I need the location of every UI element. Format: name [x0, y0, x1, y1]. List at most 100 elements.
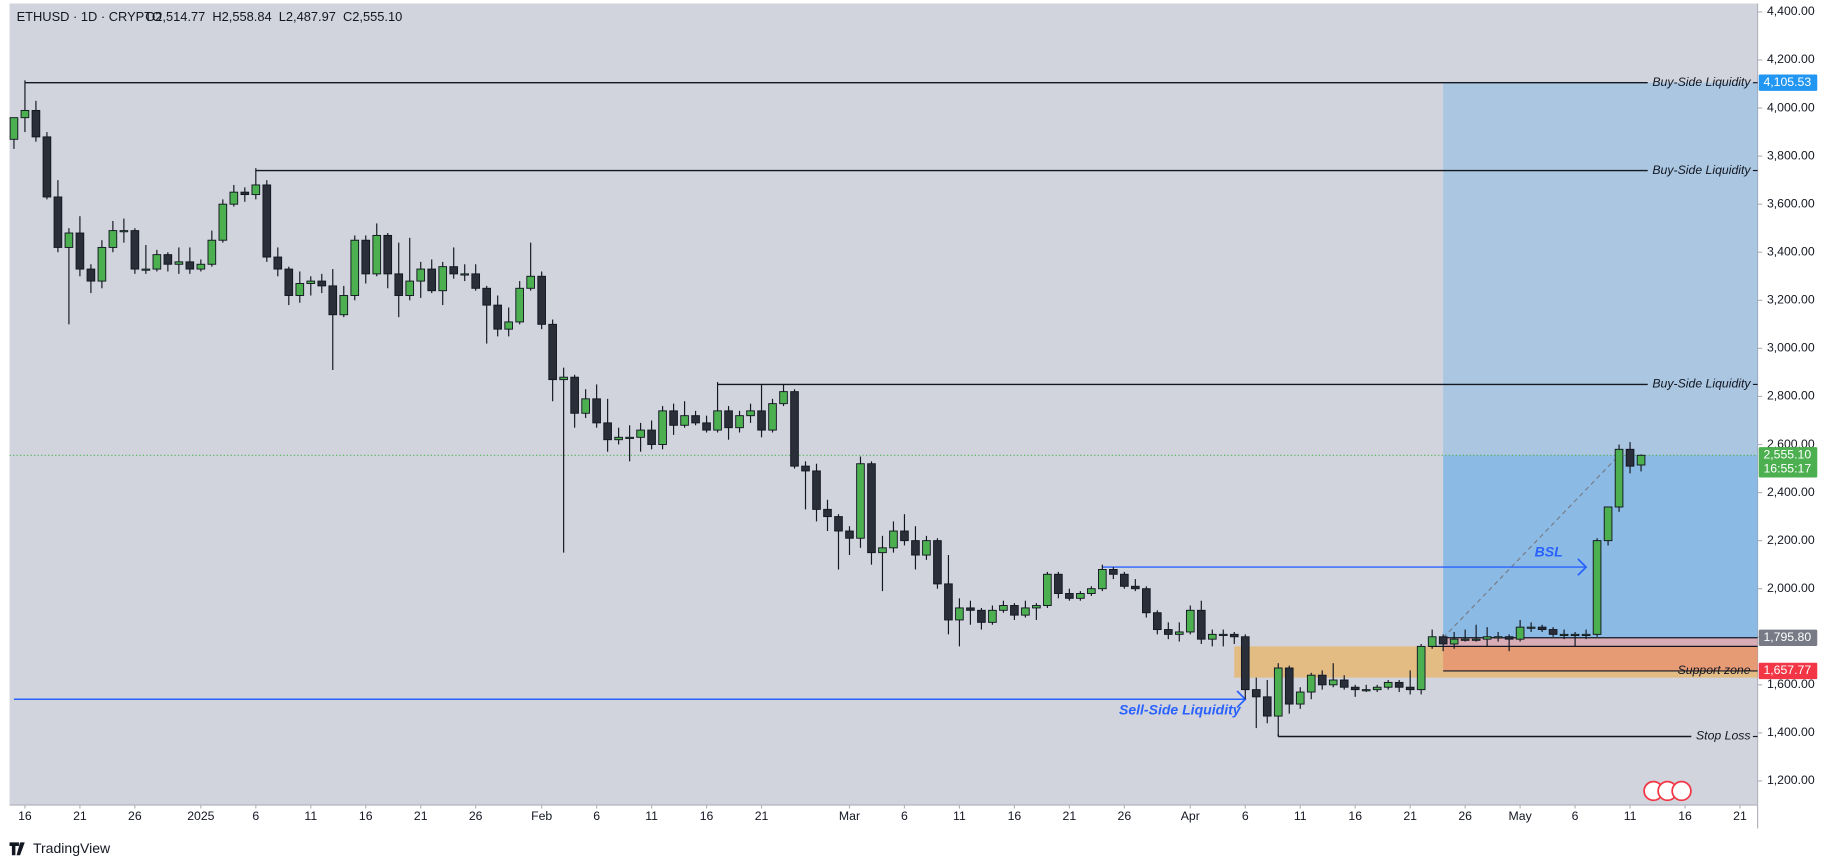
header-ohlc: H2,558.84: [212, 9, 271, 24]
chart-layer: Support zone Buy-Side Liquidity Buy-Side L…: [9, 75, 1758, 743]
last-price-badge: [1758, 447, 1818, 478]
candle-body: [416, 268, 426, 282]
x-tick-label: 26: [1458, 809, 1472, 823]
candle-body: [757, 410, 766, 431]
y-tick-label: 1,400.00: [1767, 725, 1815, 739]
level-label: Buy-Side Liquidity: [1652, 75, 1751, 89]
candle-body: [262, 184, 272, 258]
candle-body: [713, 410, 722, 431]
level-arrow: [1577, 558, 1588, 576]
candle-body: [1043, 573, 1052, 606]
x-tick-label: 21: [73, 809, 87, 823]
flags: [1643, 780, 1692, 802]
candle-body: [1131, 585, 1140, 590]
candle-body: [955, 607, 964, 621]
x-tick-label: 6: [1242, 809, 1249, 823]
candle-body: [229, 191, 239, 205]
x-tick-label: 16: [18, 809, 32, 823]
candle-body: [1449, 638, 1459, 645]
support-zone: [1234, 646, 1758, 678]
candle-body: [20, 109, 30, 119]
y-tick-label: 1,200.00: [1767, 773, 1815, 787]
candle-body: [1021, 607, 1030, 616]
brand: TradingView: [33, 840, 111, 856]
candle-body: [394, 273, 404, 296]
candle-body: [86, 268, 96, 282]
candle-body: [801, 465, 810, 472]
candle-body: [1482, 636, 1492, 640]
candle-body: [53, 196, 63, 248]
y-tick-label: 4,200.00: [1767, 52, 1815, 66]
candle-body: [658, 410, 667, 445]
candle-body: [1196, 609, 1206, 640]
brand-logo: [9, 842, 25, 856]
level-label: Sell-Side Liquidity: [1119, 702, 1242, 718]
candle-body: [1526, 626, 1536, 629]
candle-body: [1372, 686, 1382, 691]
x-tick-label: 11: [1624, 809, 1637, 823]
candle-body: [1504, 636, 1514, 640]
candle-body: [339, 295, 349, 316]
candle-body: [9, 117, 19, 140]
candle-body: [361, 239, 371, 275]
trade-path: [1442, 454, 1620, 639]
candle-body: [284, 268, 294, 296]
support-zone-label: Support zone: [1678, 663, 1751, 677]
x-tick-label: 11: [953, 809, 966, 823]
candle-body: [1142, 588, 1151, 614]
x-tick-label: 26: [128, 809, 142, 823]
candle-body: [1625, 448, 1635, 467]
candle-body: [31, 109, 41, 138]
candle-body: [108, 230, 118, 248]
level-label: BSL: [1535, 544, 1563, 560]
time-axis-bg: [9, 804, 1758, 829]
candle-body: [1460, 638, 1470, 641]
y-tick-label: 2,000.00: [1767, 581, 1815, 595]
candle-body: [1317, 674, 1327, 686]
candle-body: [471, 273, 481, 289]
candle-body: [1493, 636, 1503, 639]
y-tick-label: 4,400.00: [1767, 4, 1815, 18]
candle-body: [152, 254, 162, 270]
candle-body: [559, 376, 568, 381]
x-tick-label: 21: [1403, 809, 1417, 823]
candle-body: [746, 410, 755, 417]
candle-body: [449, 266, 459, 275]
x-tick-label: 16: [700, 809, 714, 823]
candle-body: [460, 273, 470, 276]
candle-body: [581, 398, 590, 414]
candle-body: [438, 266, 448, 292]
candle-body: [636, 429, 645, 438]
candle-body: [1295, 691, 1305, 705]
candle-body: [1076, 593, 1085, 599]
x-tick-label: 21: [414, 809, 428, 823]
candle-body: [515, 287, 524, 323]
candle-body: [1065, 593, 1074, 599]
x-tick-label: 6: [901, 809, 908, 823]
candle-body: [1163, 629, 1173, 635]
candle-body: [427, 268, 437, 292]
candle-body: [1383, 681, 1393, 688]
candle-body: [790, 391, 799, 467]
y-tick-label: 3,800.00: [1767, 148, 1815, 162]
candle-body: [174, 261, 184, 265]
candle-body: [185, 261, 195, 270]
candle-body: [1603, 506, 1613, 542]
x-tick-label: 16: [359, 809, 373, 823]
entry-badge-label: 1,795.80: [1763, 630, 1811, 644]
candle-body: [163, 254, 173, 265]
candle-body: [1306, 674, 1316, 693]
x-tick-label: 26: [469, 809, 483, 823]
candle-body: [1350, 686, 1360, 691]
x-tick-label: 21: [755, 809, 769, 823]
candle-body: [1361, 689, 1371, 692]
candle-body: [1394, 681, 1404, 688]
candle-body: [1109, 569, 1118, 575]
x-tick-label: 6: [593, 809, 600, 823]
candle-body: [1054, 573, 1063, 594]
candle-body: [834, 516, 843, 532]
candle-body: [1251, 689, 1261, 698]
candle-body: [669, 410, 678, 426]
candle-body: [1328, 679, 1338, 686]
candle-body: [933, 540, 942, 585]
